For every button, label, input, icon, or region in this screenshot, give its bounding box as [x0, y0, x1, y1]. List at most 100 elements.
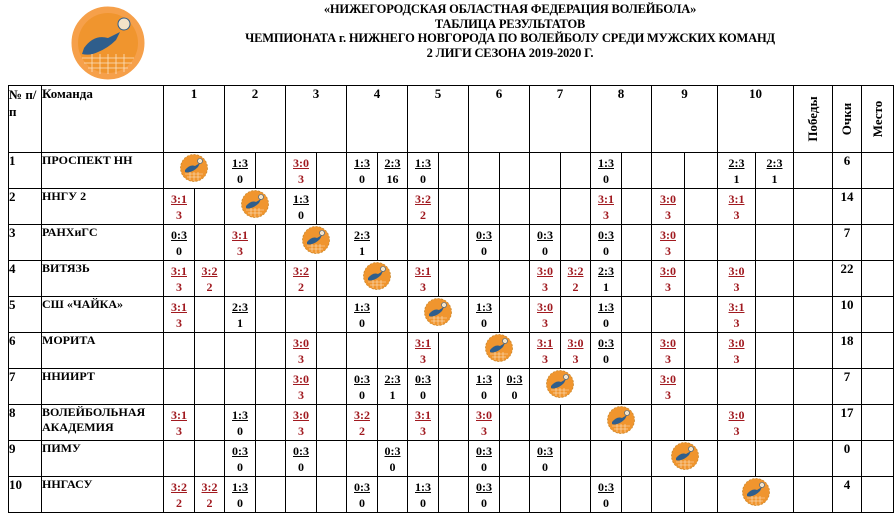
- match-score: 0:3: [354, 372, 370, 386]
- place-cell: [861, 440, 894, 477]
- match-score: 1:3: [232, 480, 248, 494]
- row-number: 9: [8, 440, 42, 477]
- match-score: 0:3: [598, 228, 614, 242]
- wins-cell: [793, 476, 833, 513]
- wins-cell: [793, 188, 833, 225]
- match-result-cell: 3:0 3: [285, 404, 317, 441]
- points-cell: 6: [832, 152, 862, 189]
- match-result-cell: [438, 332, 469, 369]
- match-result-cell: [499, 224, 530, 261]
- match-result-cell: [194, 368, 225, 405]
- match-result-cell: [499, 476, 530, 513]
- match-result-cell: [560, 404, 591, 441]
- match-points: 3: [481, 424, 487, 438]
- match-score: 3:1: [171, 264, 187, 278]
- match-points: 3: [298, 352, 304, 366]
- match-result-cell: [163, 440, 195, 477]
- match-result-cell: [377, 476, 408, 513]
- match-result-cell: [560, 296, 591, 333]
- match-score: 3:0: [293, 408, 309, 422]
- match-result-cell: [621, 332, 652, 369]
- table-header-row: № п/п Команда 1 2 3 4 5 6 7 8 9 10 Победы Очки Место: [8, 85, 894, 153]
- match-result-cell: 3:0 3: [717, 332, 756, 369]
- match-result-cell: [438, 188, 469, 225]
- match-result-cell: 3:2 2: [407, 188, 439, 225]
- match-points: 3: [298, 424, 304, 438]
- match-points: 0: [359, 388, 365, 402]
- match-score: 3:0: [660, 264, 676, 278]
- match-score: 3:0: [293, 156, 309, 170]
- match-result-cell: 0:3 0: [529, 440, 561, 477]
- match-score: 3:0: [476, 408, 492, 422]
- match-result-cell: [346, 440, 378, 477]
- match-result-cell: [316, 368, 347, 405]
- match-result-cell: [255, 368, 286, 405]
- match-points: 0: [359, 316, 365, 330]
- match-result-cell: [499, 260, 530, 297]
- header-number: № п/п: [8, 85, 42, 153]
- header-points: Очки: [832, 85, 862, 153]
- match-points: 3: [665, 388, 671, 402]
- match-result-cell: 0:3 0: [407, 368, 439, 405]
- match-result-cell: 3:1 3: [590, 188, 622, 225]
- match-result-cell: [755, 296, 794, 333]
- header-place: Место: [861, 85, 894, 153]
- match-result-cell: 2:3 16: [377, 152, 408, 189]
- row-number: 2: [8, 188, 42, 225]
- match-score: 3:0: [660, 192, 676, 206]
- self-match-cell: [163, 152, 225, 189]
- header-opponent-1: 1: [163, 85, 225, 153]
- match-result-cell: [755, 224, 794, 261]
- match-score: 1:3: [598, 300, 614, 314]
- header-opponent-3: 3: [285, 85, 347, 153]
- match-result-cell: 3:0 3: [651, 260, 685, 297]
- match-result-cell: 3:0 3: [651, 188, 685, 225]
- match-result-cell: 1:3 0: [407, 476, 439, 513]
- row-number: 3: [8, 224, 42, 261]
- match-score: 3:0: [728, 408, 745, 422]
- match-result-cell: [499, 296, 530, 333]
- team-self-logo-icon: [670, 442, 699, 470]
- match-result-cell: 3:2 2: [346, 404, 378, 441]
- match-result-cell: [285, 476, 317, 513]
- header-opponent-6: 6: [468, 85, 530, 153]
- match-result-cell: 3:0 3: [651, 224, 685, 261]
- match-result-cell: [684, 296, 718, 333]
- match-result-cell: [651, 152, 685, 189]
- match-result-cell: [560, 152, 591, 189]
- match-result-cell: 3:1 3: [407, 332, 439, 369]
- match-points: 1: [771, 172, 778, 186]
- match-points: 1: [389, 388, 396, 402]
- match-result-cell: 1:3 0: [346, 152, 378, 189]
- match-score: 3:0: [728, 264, 745, 278]
- row-number: 10: [8, 476, 42, 513]
- match-result-cell: 3:0 3: [285, 332, 317, 369]
- match-result-cell: [377, 296, 408, 333]
- match-result-cell: [255, 440, 286, 477]
- match-result-cell: [255, 260, 286, 297]
- match-result-cell: 2:3 1: [755, 152, 794, 189]
- match-points: 0: [603, 496, 609, 510]
- match-result-cell: [684, 332, 718, 369]
- match-result-cell: [377, 404, 408, 441]
- match-result-cell: 3:1 3: [717, 296, 756, 333]
- match-result-cell: [560, 188, 591, 225]
- match-result-cell: [755, 440, 794, 477]
- self-match-cell: [346, 260, 408, 297]
- match-result-cell: [224, 332, 256, 369]
- match-result-cell: 0:3 0: [468, 224, 500, 261]
- match-result-cell: [590, 368, 622, 405]
- match-points: 3: [298, 388, 304, 402]
- match-result-cell: 3:2 2: [560, 260, 591, 297]
- match-result-cell: [684, 152, 718, 189]
- match-result-cell: [684, 188, 718, 225]
- match-points: 0: [542, 244, 548, 258]
- self-match-cell: [717, 476, 794, 513]
- header-opponent-5: 5: [407, 85, 469, 153]
- match-result-cell: 1:3 0: [468, 296, 500, 333]
- match-points: 3: [572, 352, 579, 366]
- wins-cell: [793, 440, 833, 477]
- match-score: 3:0: [537, 300, 553, 314]
- match-points: 2: [420, 208, 426, 222]
- match-score: 0:3: [476, 480, 492, 494]
